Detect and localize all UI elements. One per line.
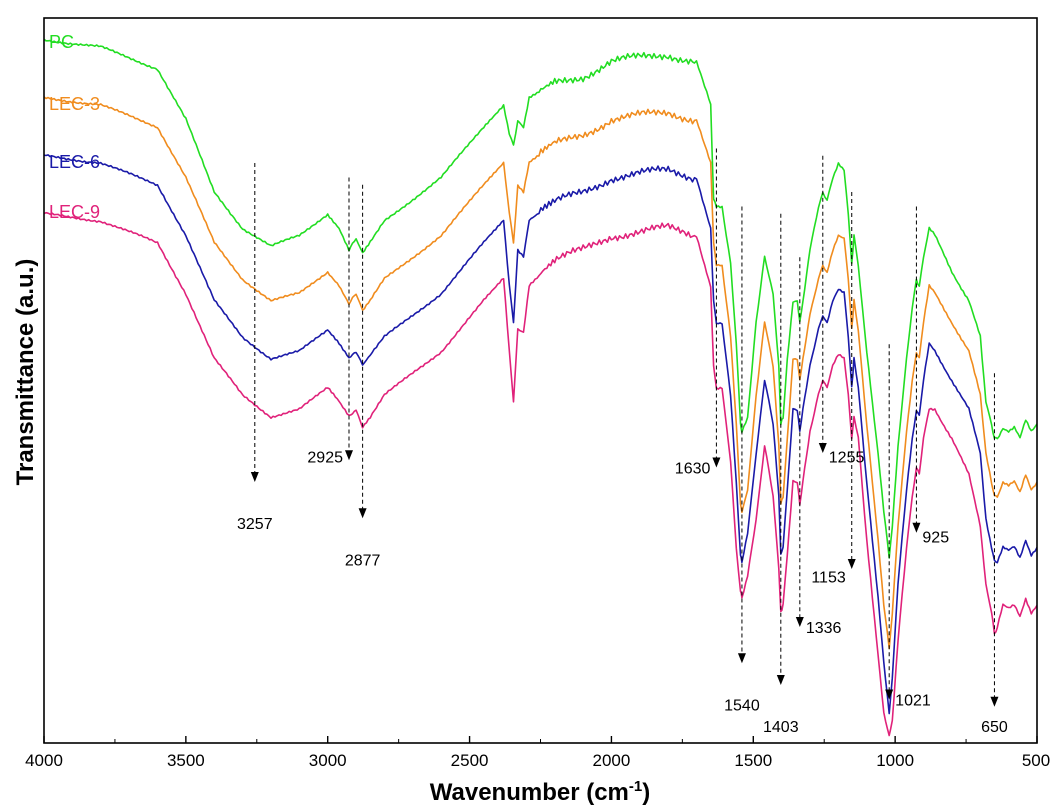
annotation-arrow-650 [990,696,999,707]
series-line-lec-9 [44,211,1037,737]
annotation-arrow-1153 [847,559,856,569]
series-line-pc [44,38,1037,559]
annotation-arrow-1540 [737,653,746,664]
series-layer [44,38,1037,737]
annotation-label-2877: 2877 [345,552,381,569]
series-line-lec-6 [44,154,1037,715]
annotation-arrow-925 [912,522,921,533]
annotation-label-2925: 2925 [307,450,343,467]
annotation-label-1540: 1540 [724,697,760,714]
x-tick-label-2000: 2000 [593,751,631,770]
series-line-lec-3 [44,96,1037,650]
annotation-label-925: 925 [922,529,949,546]
annotation-arrow-2877 [358,508,367,519]
x-tick-label-1500: 1500 [734,751,772,770]
annotation-label-650: 650 [981,719,1008,736]
annotation-label-1153: 1153 [811,569,846,586]
annotation-label-1255: 1255 [829,450,865,467]
annotation-label-1403: 1403 [763,719,799,736]
x-tick-label-500: 500 [1022,751,1050,770]
x-tick-label-3000: 3000 [309,751,347,770]
x-tick-label-1000: 1000 [876,751,914,770]
annotation-arrow-2925 [344,450,353,461]
y-axis-title: Transmittance (a.u.) [12,259,39,486]
annotation-arrow-1630 [712,457,721,468]
annotation-arrow-1021 [885,689,894,700]
annotation-label-1021: 1021 [895,693,931,710]
annotation-label-1630: 1630 [675,461,711,478]
legend-label-lec-3: LEC-3 [49,94,100,114]
legend-label-lec-9: LEC-9 [49,202,100,222]
annotation-label-3257: 3257 [237,516,273,533]
x-tick-label-4000: 4000 [25,751,63,770]
legend-label-pc: PC [49,32,74,52]
annotation-arrow-1255 [818,443,827,453]
x-axis-title: Wavenumber (cm-1) [430,778,651,806]
x-tick-label-3500: 3500 [167,751,205,770]
annotation-arrow-1403 [776,675,785,685]
annotation-label-1336: 1336 [806,620,842,637]
annotation-arrow-1336 [795,617,804,627]
legend-label-lec-6: LEC-6 [49,152,100,172]
x-tick-label-2500: 2500 [451,751,489,770]
x-axis: 4000 3500 3000 2500 2000 1500 1000 500 [25,736,1050,770]
annotation-arrow-3257 [250,472,259,482]
legend: PC LEC-3 LEC-6 LEC-9 [49,32,100,222]
